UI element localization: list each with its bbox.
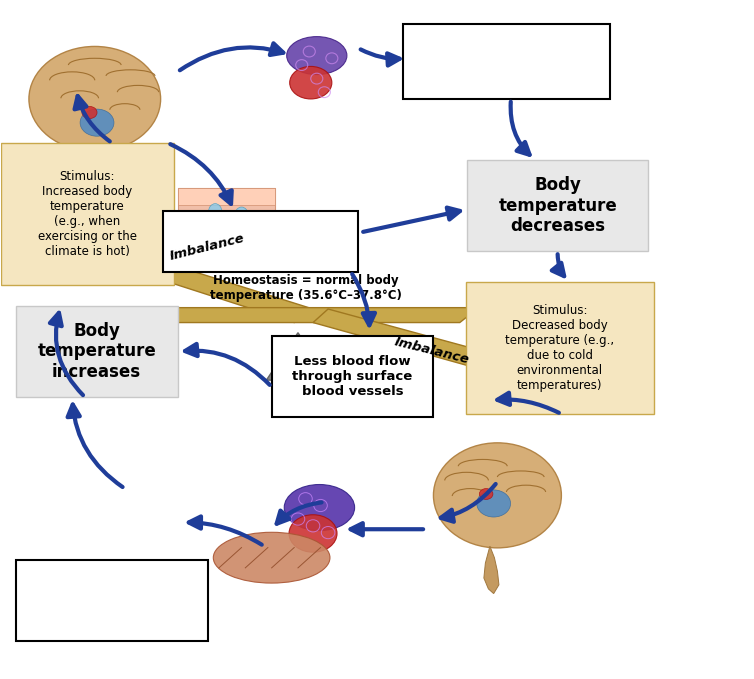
Text: Body
temperature
increases: Body temperature increases — [37, 322, 156, 381]
Polygon shape — [84, 150, 99, 204]
Text: Imbalance: Imbalance — [169, 232, 247, 263]
FancyBboxPatch shape — [271, 336, 434, 418]
Ellipse shape — [284, 485, 354, 530]
FancyBboxPatch shape — [1, 143, 173, 285]
Ellipse shape — [216, 221, 229, 238]
FancyBboxPatch shape — [467, 160, 648, 251]
Text: Less blood flow
through surface
blood vessels: Less blood flow through surface blood ve… — [293, 355, 412, 399]
Ellipse shape — [480, 489, 493, 500]
Ellipse shape — [290, 67, 332, 99]
FancyBboxPatch shape — [177, 188, 275, 205]
Ellipse shape — [29, 46, 161, 151]
Polygon shape — [266, 333, 329, 380]
Ellipse shape — [434, 443, 562, 548]
Text: Body
temperature
decreases: Body temperature decreases — [498, 176, 617, 236]
Ellipse shape — [213, 532, 330, 583]
Ellipse shape — [82, 107, 97, 119]
Ellipse shape — [208, 204, 222, 221]
Text: Stimulus:
Decreased body
temperature (e.g.,
due to cold
environmental
temperatur: Stimulus: Decreased body temperature (e.… — [505, 304, 615, 392]
Polygon shape — [152, 263, 313, 323]
Ellipse shape — [287, 37, 347, 75]
FancyBboxPatch shape — [163, 210, 358, 272]
Polygon shape — [484, 546, 499, 593]
Polygon shape — [152, 308, 479, 323]
Ellipse shape — [289, 515, 337, 552]
FancyBboxPatch shape — [466, 282, 654, 414]
Text: Imbalance: Imbalance — [393, 335, 470, 367]
Ellipse shape — [477, 490, 510, 517]
Ellipse shape — [80, 109, 114, 136]
Text: Homeostasis = normal body
temperature (35.6°C–37.8°C): Homeostasis = normal body temperature (3… — [210, 274, 401, 302]
FancyBboxPatch shape — [177, 188, 275, 256]
FancyBboxPatch shape — [403, 24, 610, 99]
Text: Stimulus:
Increased body
temperature
(e.g., when
exercising or the
climate is ho: Stimulus: Increased body temperature (e.… — [38, 170, 136, 258]
FancyBboxPatch shape — [16, 306, 177, 397]
Ellipse shape — [234, 207, 248, 224]
FancyBboxPatch shape — [16, 559, 207, 641]
Polygon shape — [313, 309, 498, 369]
